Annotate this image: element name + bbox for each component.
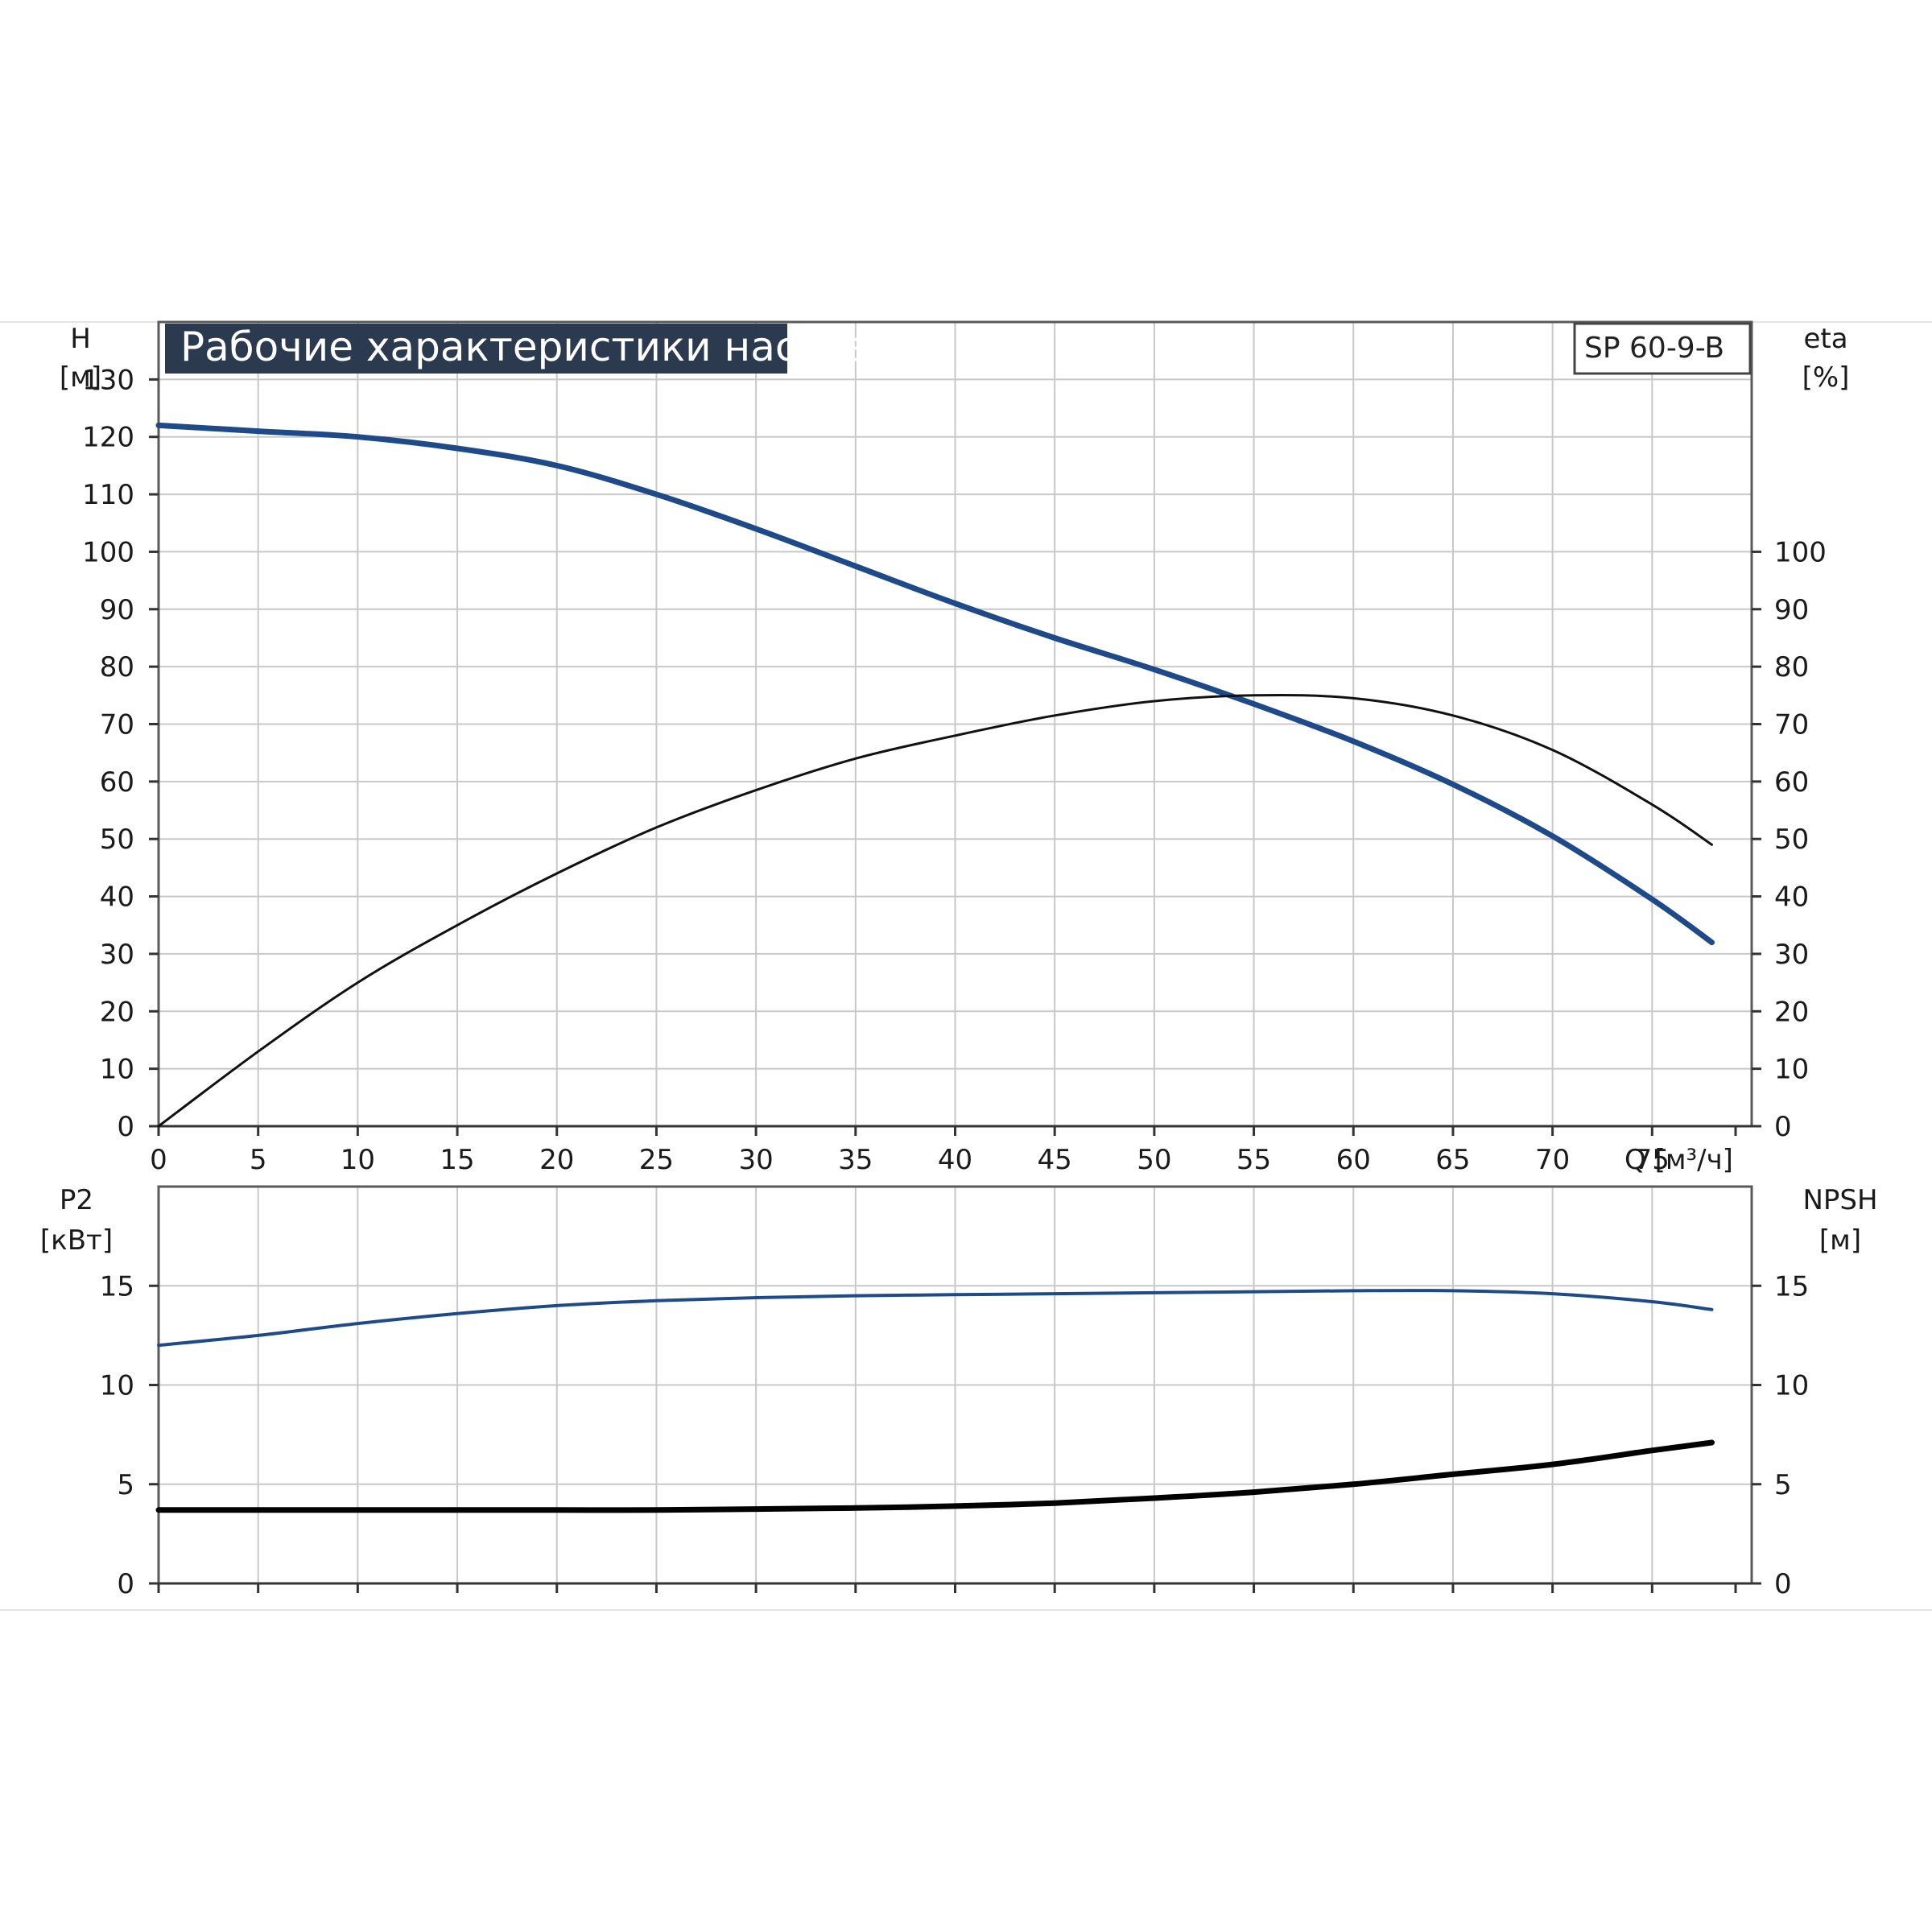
upper-y-left-tick-label-20: 20 [100,996,134,1028]
x-tick-label-65: 65 [1435,1144,1470,1176]
y-left-axis-label-line1: H [70,323,91,355]
upper-y-right-tick-label-10: 10 [1774,1054,1809,1086]
x-tick-label-5: 5 [250,1144,267,1176]
upper-y-right-tick-label-70: 70 [1774,709,1809,741]
series-p2-line [157,1289,1714,1348]
upper-grid [159,322,1752,1126]
x-tick-label-20: 20 [539,1144,574,1176]
lower-series [155,1289,1715,1513]
x-tick-label-75: 75 [1635,1144,1670,1176]
series-eta-line [157,694,1713,1128]
lower-y-left-tick-label-15: 15 [100,1270,134,1302]
upper-y-right-tick-label-50: 50 [1774,824,1809,856]
y-left-axis-label-line2: [м] [60,361,101,394]
x-axis-label: Q [м³/ч] [1624,1144,1733,1176]
upper-y-right-tick-label-0: 0 [1774,1111,1792,1143]
x-tick-label-25: 25 [639,1144,674,1176]
power-npsh-chart: 0 5 10 15 0 5 10 15 P2 [кВт] NPSH [м] [40,1184,1878,1600]
lower-y-left-tick-label-5: 5 [117,1469,134,1501]
x-tick-label-70: 70 [1535,1144,1570,1176]
upper-y-left-tick-label-100: 100 [82,536,134,568]
upper-y-left-tick-label-60: 60 [100,766,134,799]
x-tick-label-15: 15 [440,1144,474,1176]
upper-y-right-tick-label-100: 100 [1774,536,1827,568]
npsh-axis-label-line2: [м] [1819,1224,1861,1257]
lower-y-right-tick-label-0: 0 [1774,1568,1792,1600]
upper-y-right-tick-label-60: 60 [1774,766,1809,799]
y-right-axis-label-line1: eta [1803,323,1847,355]
upper-y-right-tick-label-20: 20 [1774,996,1809,1028]
upper-y-left-tick-label-90: 90 [100,594,134,626]
upper-series [155,422,1715,1128]
head-efficiency-chart: 0 5 10 15 20 25 30 35 40 45 50 55 60 65 70 75 0 10 20 30 40 5… [60,320,1850,1176]
p2-axis-label-line2: [кВт] [40,1224,113,1257]
lower-y-right-tick-label-15: 15 [1774,1270,1809,1302]
upper-y-left-tick-label-40: 40 [100,881,134,914]
lower-y-right-tick-label-10: 10 [1774,1370,1809,1402]
x-tick-label-10: 10 [341,1144,375,1176]
lower-y-right-tick-label-5: 5 [1774,1469,1792,1501]
x-tick-label-50: 50 [1137,1144,1171,1176]
upper-y-left-tick-label-110: 110 [82,479,134,511]
x-tick-label-30: 30 [738,1144,773,1176]
x-tick-label-40: 40 [938,1144,972,1176]
chart-title: Рабочие характеристики насоса [180,324,869,370]
upper-y-left-tick-label-80: 80 [100,651,134,683]
upper-y-right-tick-label-30: 30 [1774,939,1809,971]
x-tick-label-55: 55 [1236,1144,1271,1176]
y-right-axis-label-line2: [%] [1802,361,1850,394]
x-tick-label-35: 35 [838,1144,873,1176]
lower-grid [159,1187,1752,1583]
upper-ticks: 0 5 10 15 20 25 30 35 40 45 50 55 60 65 70 75 0 10 20 30 40 5… [82,364,1827,1176]
upper-y-left-tick-label-30: 30 [100,939,134,971]
upper-y-left-tick-label-10: 10 [100,1054,134,1086]
p2-axis-label-line1: P2 [60,1184,93,1216]
lower-y-left-tick-label-10: 10 [100,1370,134,1402]
npsh-axis-label-line1: NPSH [1802,1184,1877,1216]
model-label: SP 60-9-B [1584,332,1724,365]
upper-y-right-tick-label-80: 80 [1774,651,1809,683]
x-tick-label-45: 45 [1038,1144,1072,1176]
series-npsh-line [155,1439,1715,1513]
upper-y-left-tick-label-0: 0 [117,1111,134,1143]
x-tick-label-0: 0 [150,1144,167,1176]
upper-y-right-tick-label-40: 40 [1774,881,1809,914]
upper-y-left-tick-label-120: 120 [82,422,134,454]
chart-title-box [165,324,787,374]
x-tick-label-60: 60 [1336,1144,1371,1176]
lower-ticks: 0 5 10 15 0 5 10 15 [100,1270,1810,1600]
upper-y-left-tick-label-50: 50 [100,824,134,856]
upper-y-left-tick-label-130: 130 [82,364,134,396]
upper-y-left-tick-label-70: 70 [100,709,134,741]
lower-y-left-tick-label-0: 0 [117,1568,134,1600]
model-label-box [1573,322,1752,375]
upper-y-right-tick-label-90: 90 [1774,594,1809,626]
series-h-line [155,422,1715,946]
